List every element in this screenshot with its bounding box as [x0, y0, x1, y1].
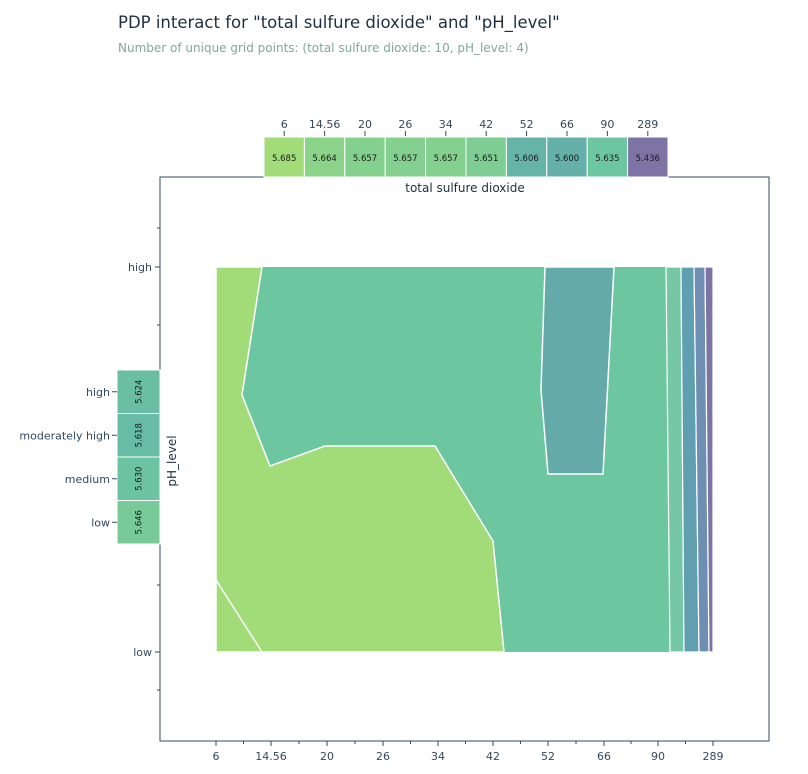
y-axis: high low: [128, 227, 160, 691]
x-tick-label: 14.56: [255, 750, 287, 763]
x-tick-label: 66: [597, 750, 611, 763]
top-marginal-value: 5.600: [555, 154, 579, 164]
top-marginal-value: 5.651: [474, 154, 498, 164]
chart-title: PDP interact for "total sulfure dioxide"…: [118, 13, 560, 32]
contour-band-4: [704, 266, 714, 653]
left-marginal-cell: [116, 413, 161, 458]
left-marginal-value: 5.630: [135, 467, 145, 491]
left-tick-label: low: [91, 516, 110, 529]
x-axis: 6 14.56 20 26 34 42 52 66 90 289: [213, 741, 724, 763]
top-marginal-cell: [263, 136, 305, 178]
top-marginal-value: 5.436: [636, 154, 660, 164]
top-tick-label: 90: [600, 118, 614, 131]
top-tick-label: 20: [358, 118, 372, 131]
contour-region-low-center: [540, 266, 615, 475]
top-tick-label: 26: [398, 118, 412, 131]
x-tick-label: 20: [320, 750, 334, 763]
x-tick-label: 52: [541, 750, 555, 763]
contour-plot: [215, 266, 714, 653]
top-marginal-cell: [303, 136, 346, 178]
contour-line-corner: [215, 579, 263, 653]
x-tick-label: 90: [651, 750, 665, 763]
left-tick-label: high: [86, 386, 110, 399]
x-tick-label: 289: [703, 750, 724, 763]
top-marginal-cell: [384, 136, 427, 178]
left-tick-label: medium: [65, 473, 110, 486]
x-axis-label: total sulfure dioxide: [405, 181, 525, 195]
left-marginal-cell: [116, 456, 161, 501]
top-marginal-value: 5.657: [434, 154, 458, 164]
left-marginal-value: 5.646: [135, 510, 145, 534]
left-tick-label: moderately high: [19, 429, 110, 442]
top-marginal-cell: [425, 136, 467, 178]
top-tick-label: 6: [281, 118, 288, 131]
top-marginal-cell: [465, 136, 507, 178]
top-marginal-value: 5.664: [312, 154, 336, 164]
top-marginal-strip: 5.685 6 5.664 14.56 5.657 20 5.657 26 5.657 34 5.6…: [263, 118, 669, 178]
y-tick-label: high: [128, 261, 152, 274]
chart-subtitle: Number of unique grid points: (total sul…: [118, 41, 529, 55]
top-marginal-value: 5.635: [595, 154, 619, 164]
top-tick-label: 34: [439, 118, 453, 131]
top-marginal-value: 5.685: [272, 154, 296, 164]
top-tick-label: 52: [520, 118, 534, 131]
top-tick-label: 66: [560, 118, 574, 131]
top-tick-label: 289: [637, 118, 658, 131]
top-marginal-cell: [505, 136, 548, 178]
contour-region-high: [215, 266, 505, 653]
top-tick-label: 14.56: [309, 118, 341, 131]
top-marginal-cell: [344, 136, 386, 178]
top-marginal-value: 5.657: [353, 154, 377, 164]
top-marginal-value: 5.606: [514, 154, 538, 164]
left-marginal-strip: 5.624 5.618 5.630 5.646 high moderately high m…: [19, 369, 161, 545]
left-marginal-value: 5.618: [135, 423, 145, 447]
left-marginal-value: 5.624: [135, 380, 145, 404]
x-tick-label: 34: [431, 750, 445, 763]
top-tick-label: 42: [479, 118, 493, 131]
top-marginal-cell: [627, 136, 669, 178]
y-axis-label: pH_level: [165, 435, 179, 486]
x-tick-label: 26: [376, 750, 390, 763]
y-tick-label: low: [133, 646, 152, 659]
left-marginal-cell: [116, 369, 161, 414]
x-tick-label: 6: [213, 750, 220, 763]
top-marginal-value: 5.657: [393, 154, 417, 164]
x-tick-label: 42: [486, 750, 500, 763]
